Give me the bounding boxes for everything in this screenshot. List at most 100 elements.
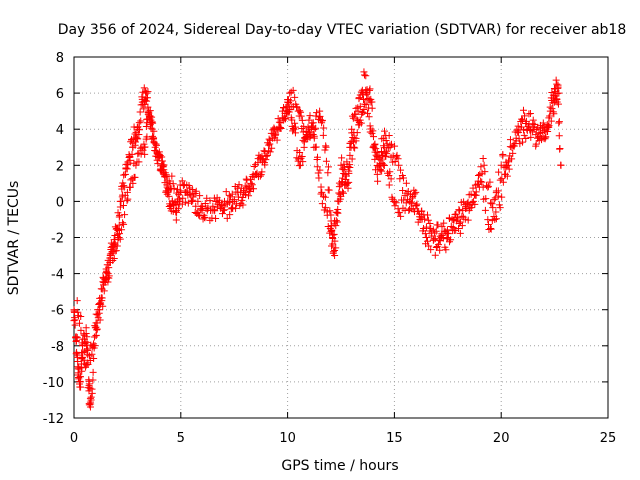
data-point-fill [280, 103, 288, 111]
data-point [123, 188, 131, 196]
data-point-fill [273, 136, 281, 144]
data-point-fill [548, 97, 556, 105]
data-point-fill [291, 119, 299, 127]
data-point-fill [90, 333, 98, 341]
data-point-fill [546, 112, 554, 120]
data-point-fill [397, 212, 405, 220]
data-point-fill [338, 188, 346, 196]
data-point-fill [228, 204, 236, 212]
data-point-fill [342, 172, 350, 180]
data-point-fill [338, 178, 346, 186]
data-point-fill [430, 229, 438, 237]
data-point-fill [309, 119, 317, 127]
data-point-fill [387, 175, 395, 183]
data-point-fill [133, 134, 141, 142]
data-point-fill [506, 136, 514, 144]
data-point-fill [312, 124, 320, 132]
data-point-fill [234, 184, 242, 192]
data-point-fill [93, 311, 101, 319]
data-point-fill [238, 196, 246, 204]
data-point-fill [160, 161, 168, 169]
data-point-fill [387, 140, 395, 148]
data-point-fill [315, 174, 323, 182]
data-point-fill [140, 105, 148, 113]
data-point-fill [121, 211, 129, 219]
data-point-fill [265, 135, 273, 143]
data-point-fill [264, 139, 272, 147]
data-point-fill [443, 235, 451, 243]
data-point-fill [492, 215, 500, 223]
data-point-fill [544, 128, 552, 136]
data-point-fill [152, 152, 160, 160]
data-point-fill [123, 165, 131, 173]
x-tick-label: 5 [177, 431, 185, 446]
data-point-fill [391, 202, 399, 210]
data-point-fill [250, 185, 258, 193]
data-point-fill [555, 132, 563, 140]
data-point-fill [179, 194, 187, 202]
data-point-fill [481, 206, 489, 214]
data-point-fill [360, 105, 368, 113]
data-point-fill [344, 184, 352, 192]
data-point-fill [555, 118, 563, 126]
data-point-fill [492, 208, 500, 216]
data-point-fill [99, 302, 107, 310]
data-point-fill [484, 220, 492, 228]
data-point-fill [329, 248, 337, 256]
data-point-fill [203, 194, 211, 202]
y-tick-label: 4 [56, 123, 64, 138]
data-point-fill [332, 244, 340, 252]
data-point-fill [103, 267, 111, 275]
data-point-fill [223, 214, 231, 222]
data-point [318, 188, 326, 196]
data-point-fill [343, 158, 351, 166]
data-point-fill [463, 200, 471, 208]
data-point-fill [86, 357, 94, 365]
data-point-fill [94, 306, 102, 314]
data-point-fill [386, 168, 394, 176]
data-point-fill [427, 246, 435, 254]
data-point-fill [471, 200, 479, 208]
data-point-fill [424, 211, 432, 219]
data-point-fill [366, 86, 374, 94]
data-point-fill [258, 168, 266, 176]
data-point-fill [293, 103, 301, 111]
data-point-fill [334, 205, 342, 213]
data-point-fill [119, 201, 127, 209]
y-tick-label: -6 [51, 304, 64, 319]
data-point-fill [296, 149, 304, 157]
y-tick-label: -8 [51, 340, 64, 355]
data-point-fill [188, 186, 196, 194]
data-point-fill [352, 137, 360, 145]
data-point-fill [310, 132, 318, 140]
data-point-fill [371, 141, 379, 149]
data-point-fill [348, 155, 356, 163]
data-point [350, 143, 358, 151]
data-point-fill [222, 188, 230, 196]
data-point-fill [239, 193, 247, 201]
data-point [305, 116, 313, 124]
data-point-fill [77, 326, 85, 334]
x-tick-label: 15 [386, 431, 403, 446]
data-point-fill [371, 148, 379, 156]
data-point-fill [201, 200, 209, 208]
data-point-fill [140, 140, 148, 148]
data-point-fill [327, 211, 335, 219]
data-point-fill [283, 107, 291, 115]
data-point-fill [379, 151, 387, 159]
data-point-fill [144, 88, 152, 96]
data-point-fill [447, 223, 455, 231]
data-point-fill [547, 117, 555, 125]
data-point-fill [452, 210, 460, 218]
data-point-fill [524, 123, 532, 131]
data-point-fill [494, 192, 502, 200]
data-point-fill [380, 142, 388, 150]
data-point [529, 116, 537, 124]
data-point-fill [300, 122, 308, 130]
data-point-fill [346, 164, 354, 172]
data-point-fill [320, 124, 328, 132]
data-point-fill [537, 134, 545, 142]
data-point-fill [96, 316, 104, 324]
y-tick-label: 2 [56, 159, 64, 174]
data-point [422, 234, 430, 241]
